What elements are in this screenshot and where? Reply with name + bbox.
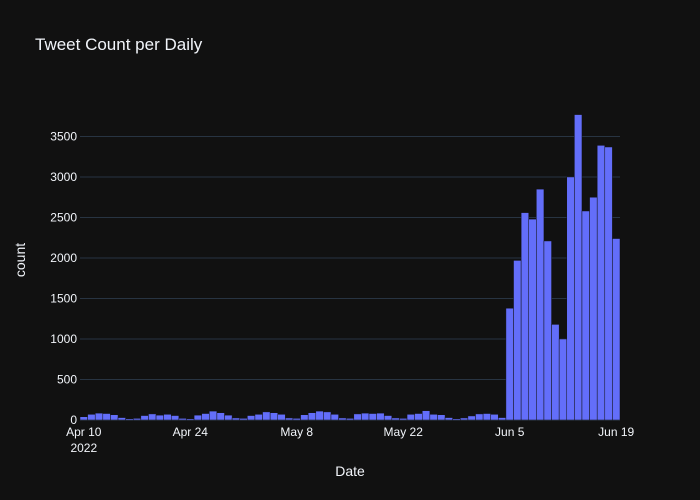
y-tick-label: 1000 [50,332,77,346]
bar[interactable] [186,418,195,421]
bar[interactable] [231,417,240,421]
chart-title: Tweet Count per Daily [35,35,203,54]
bar[interactable] [148,413,157,421]
x-tick-label: Jun 19 [598,425,634,439]
bar[interactable] [269,412,278,421]
bar[interactable] [566,176,575,421]
bar[interactable] [490,414,499,421]
bar[interactable] [262,411,271,421]
bar[interactable] [178,418,187,421]
bar[interactable] [87,414,96,421]
y-axis-ticks: 0 500 1000 1500 2000 2500 3000 3500 [50,129,77,427]
bar[interactable] [285,417,294,421]
x-tick-label: Apr 10 [66,425,102,439]
bar[interactable] [391,417,400,421]
y-tick-label: 500 [57,372,77,386]
bar[interactable] [155,414,164,421]
bar[interactable] [528,218,537,421]
bar[interactable] [163,414,172,421]
bar[interactable] [193,414,202,421]
bar[interactable] [140,415,149,421]
bar[interactable] [429,414,438,421]
bar[interactable] [520,212,529,421]
bar[interactable] [558,338,568,421]
bar[interactable] [406,414,415,421]
bar[interactable] [596,145,606,421]
y-tick-label: 1500 [50,291,77,305]
gridlines [80,135,620,421]
bar[interactable] [254,414,263,421]
bar[interactable] [292,418,301,421]
y-tick-label: 2500 [50,210,77,224]
x-axis-ticks: Apr 10 2022 Apr 24 May 8 May 22 Jun 5 Jun 19 [66,425,634,455]
bar[interactable] [247,415,256,421]
bar[interactable] [589,196,598,421]
bar[interactable] [414,413,423,421]
bar[interactable] [612,238,621,421]
bar[interactable] [239,418,248,421]
bar[interactable] [437,414,446,421]
y-tick-label: 3500 [50,129,77,143]
x-tick-year-label: 2022 [70,441,97,455]
bar[interactable] [171,415,180,421]
bar[interactable] [574,114,583,421]
bar[interactable] [315,410,324,421]
bar[interactable] [277,414,286,421]
bar[interactable] [201,413,210,421]
bar[interactable] [422,410,431,421]
bar[interactable] [513,260,522,421]
bar[interactable] [353,413,362,421]
bar[interactable] [110,414,119,421]
y-tick-label: 2000 [50,251,77,265]
x-tick-label: May 22 [384,425,424,439]
x-axis-title: Date [335,463,365,479]
x-tick-label: Apr 24 [173,425,209,439]
bar[interactable] [338,417,347,421]
bar[interactable] [444,417,453,421]
bar[interactable] [551,324,560,421]
bar[interactable] [323,411,332,421]
bar[interactable] [368,413,377,421]
y-tick-label: 0 [70,413,77,427]
bar[interactable] [399,418,408,421]
bar[interactable] [361,412,370,421]
bar[interactable] [216,412,225,421]
bar[interactable] [536,188,545,421]
bar[interactable] [300,414,309,421]
bar[interactable] [475,413,484,421]
bar[interactable] [94,412,104,421]
bar[interactable] [102,413,111,421]
bar[interactable] [345,418,355,421]
y-axis-title: count [12,243,28,277]
bar[interactable] [125,418,134,421]
bar[interactable] [505,307,514,421]
bar[interactable] [224,414,233,421]
bar[interactable] [376,412,385,421]
bars [79,114,621,421]
bar[interactable] [117,417,126,421]
x-tick-label: Jun 5 [495,425,525,439]
x-tick-label: May 8 [280,425,313,439]
bar[interactable] [330,414,339,421]
bar[interactable] [79,416,88,421]
bar[interactable] [482,413,491,421]
bar[interactable] [307,412,317,421]
bar[interactable] [209,410,218,421]
bar[interactable] [581,210,590,421]
bar[interactable] [543,240,552,421]
bar[interactable] [604,146,613,421]
bar[interactable] [452,418,461,421]
y-tick-label: 3000 [50,170,77,184]
bar[interactable] [498,417,507,421]
bar[interactable] [132,418,142,421]
bar[interactable] [460,417,469,421]
bar[interactable] [467,415,476,421]
bar[interactable] [383,415,393,421]
